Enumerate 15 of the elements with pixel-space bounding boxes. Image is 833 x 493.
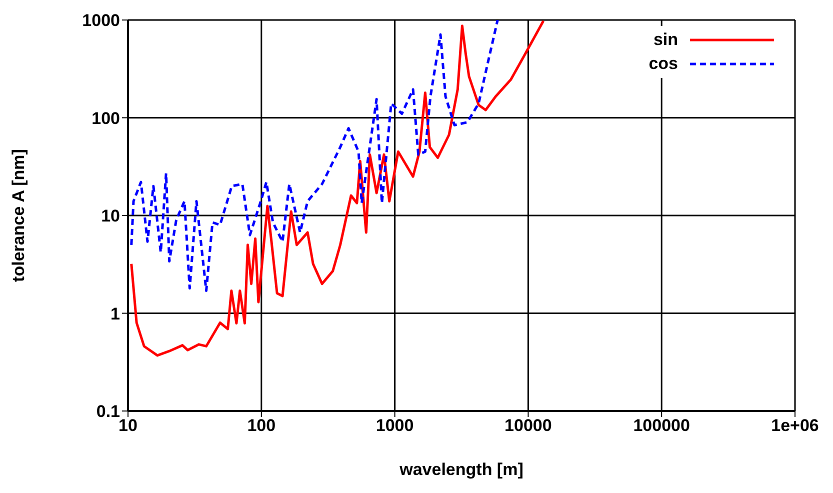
legend-label: cos	[648, 53, 678, 75]
x-tick-label: 1000	[376, 416, 414, 436]
y-axis-title: tolerance A [nm]	[9, 149, 28, 282]
x-axis-title: wavelength [m]	[398, 460, 524, 479]
y-tick-label: 0.1	[96, 402, 120, 422]
x-tick-label: 10	[118, 416, 138, 436]
x-tick-label: 100	[247, 416, 276, 436]
y-tick-label: 1	[110, 304, 120, 324]
y-tick-label: 100	[92, 108, 120, 128]
y-tick-label: 1000	[82, 11, 120, 30]
x-tick-label: 10000	[504, 416, 552, 436]
y-tick-label: 10	[101, 206, 120, 226]
legend-label: sin	[653, 29, 678, 51]
x-tick-label: 100000	[633, 416, 690, 436]
x-tick-label: 1e+06	[771, 416, 819, 436]
